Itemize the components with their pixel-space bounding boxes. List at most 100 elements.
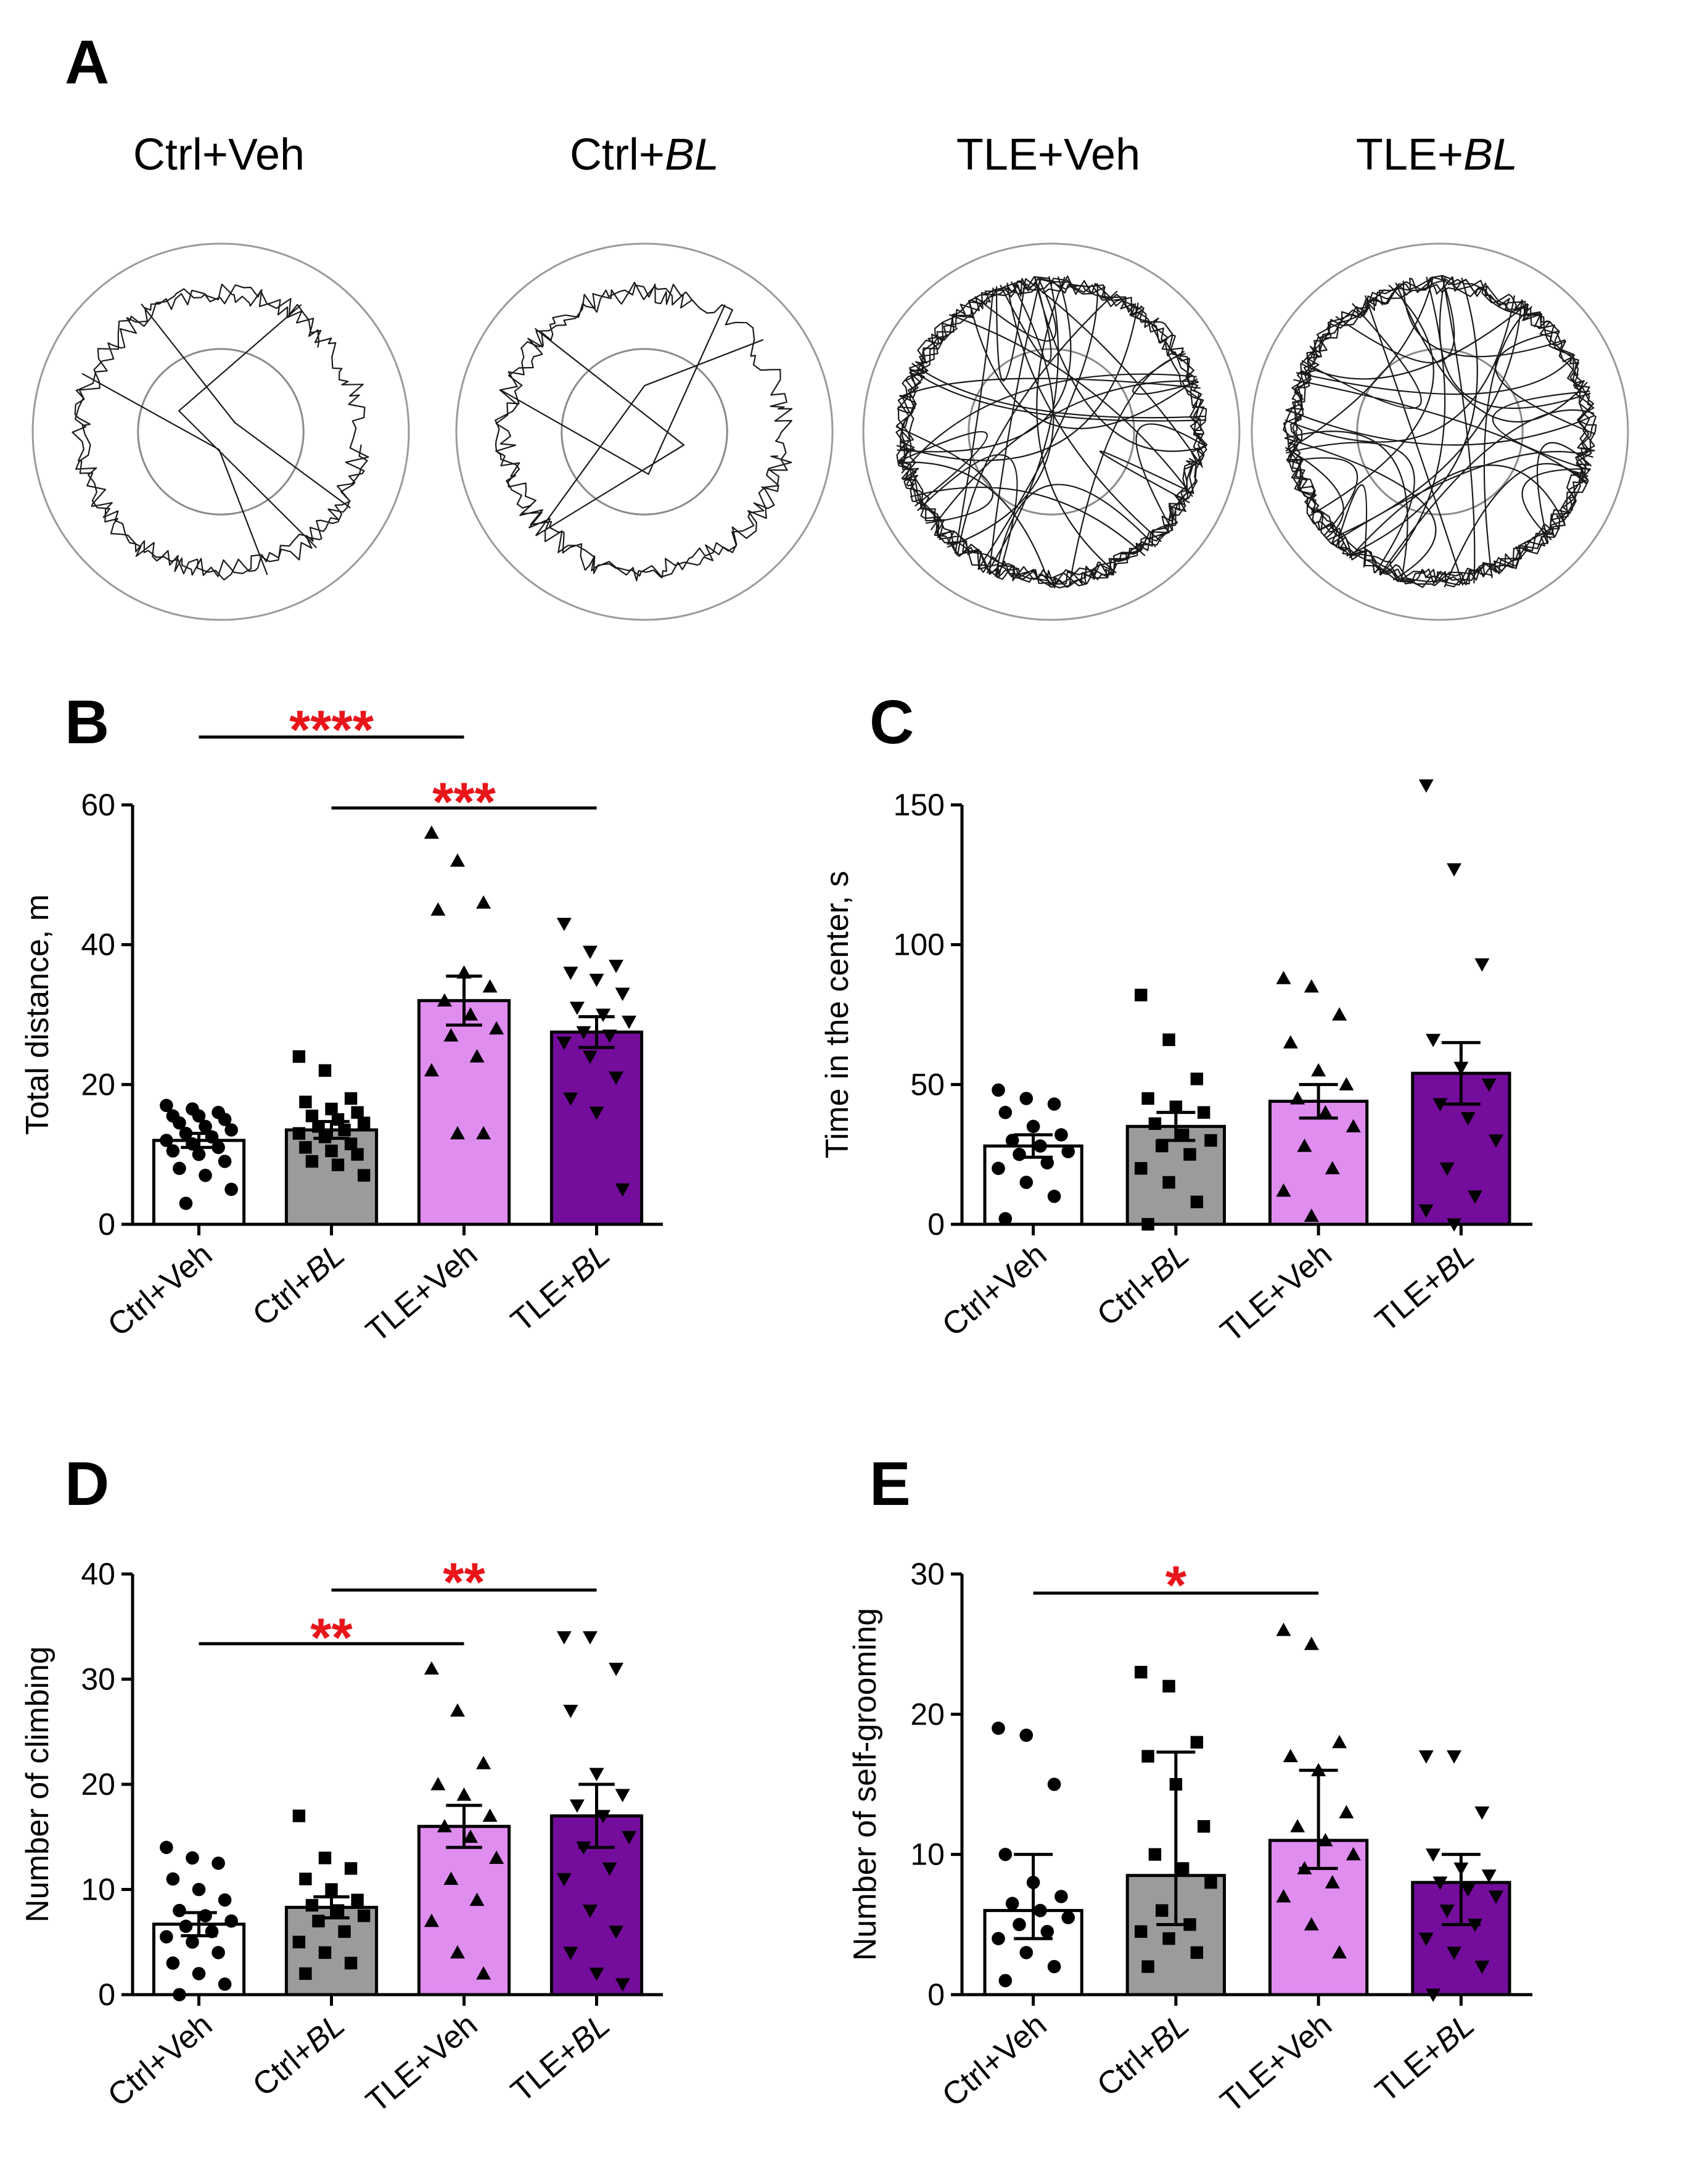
data-point	[1040, 1924, 1054, 1939]
panel-d: D 0 10 20 30 40 Number of climbing Ctrl+Veh Ctrl…	[20, 1449, 663, 2120]
data-point	[589, 1968, 604, 1981]
data-point	[622, 1015, 637, 1029]
error-bar	[1441, 1040, 1481, 1106]
points-ctrl-bl	[292, 1050, 371, 1182]
data-point	[1135, 1162, 1148, 1175]
data-point	[1047, 1097, 1061, 1111]
data-point	[192, 1967, 206, 1980]
y-tick-label: 50	[910, 1067, 945, 1102]
y-tick-label: 10	[910, 1837, 945, 1872]
error-bar	[1299, 1768, 1338, 1870]
data-point	[325, 1883, 338, 1896]
data-point	[1141, 1750, 1154, 1763]
data-point	[1162, 1932, 1175, 1945]
y-tick-label: 0	[927, 1977, 945, 2012]
x-tick-label: Ctrl+BL	[246, 1237, 351, 1333]
points-tle-veh	[1276, 971, 1361, 1222]
data-point	[1190, 1073, 1204, 1086]
bar-tle-veh	[1268, 1100, 1369, 1226]
data-point	[1447, 1947, 1462, 1960]
panel-a-arenas	[31, 242, 1629, 621]
data-point	[489, 1850, 504, 1864]
x-tick-label: Ctrl+Veh	[935, 1237, 1053, 1344]
data-point	[482, 979, 498, 993]
error-bar	[181, 1911, 217, 1938]
data-point	[1481, 1078, 1497, 1092]
data-point	[1332, 1734, 1347, 1749]
points-tle-bl	[556, 1631, 637, 1992]
data-point	[1135, 1665, 1148, 1679]
error-bar	[578, 1782, 615, 1849]
x-tick-label: Ctrl+BL	[1090, 1237, 1196, 1333]
data-point	[1019, 1728, 1034, 1742]
data-point	[576, 1026, 591, 1040]
data-point	[166, 1872, 180, 1886]
y-tick-label: 0	[98, 1977, 115, 2012]
data-point	[1176, 1862, 1190, 1875]
error-bar	[578, 1015, 615, 1049]
data-point	[224, 1182, 238, 1197]
data-point	[1047, 1189, 1061, 1203]
data-point	[430, 1777, 446, 1790]
error-bar	[1014, 1133, 1053, 1159]
y-tick-label: 0	[927, 1207, 945, 1242]
data-point	[582, 1050, 598, 1064]
data-point	[212, 1140, 225, 1155]
data-point	[1204, 1876, 1217, 1889]
data-point	[589, 973, 604, 987]
x-tick-label: TLE+BL	[1369, 2007, 1481, 2109]
data-point	[1169, 1100, 1183, 1113]
data-point	[424, 825, 439, 839]
data-point	[589, 1768, 604, 1781]
data-point	[160, 1098, 173, 1113]
data-point	[192, 1147, 206, 1161]
data-point	[1162, 1176, 1175, 1189]
error-bar	[446, 975, 482, 1027]
data-point	[482, 1808, 498, 1822]
data-point	[463, 1007, 479, 1021]
y-tick-label: 20	[81, 1067, 115, 1102]
data-point	[1183, 1148, 1196, 1161]
data-point	[998, 1212, 1013, 1226]
data-point	[1005, 1897, 1019, 1911]
data-point	[1447, 863, 1462, 877]
points-tle-veh	[424, 1661, 504, 1980]
data-point	[1156, 1139, 1169, 1153]
data-point	[430, 902, 446, 916]
error-bar	[1299, 1082, 1338, 1120]
data-point	[1276, 1622, 1291, 1636]
arena-title-2: Ctrl+BL	[570, 130, 719, 179]
data-point	[1339, 1805, 1354, 1819]
y-tick-label: 30	[910, 1557, 945, 1591]
points-tle-bl	[556, 918, 637, 1197]
data-point	[1488, 1890, 1503, 1904]
y-tick-label: 150	[894, 788, 945, 822]
data-point	[450, 853, 465, 867]
points-ctrl-veh	[992, 1721, 1075, 1988]
data-point	[331, 1158, 345, 1171]
movement-track	[72, 283, 369, 581]
data-point	[1325, 1875, 1340, 1889]
data-point	[1447, 1750, 1462, 1764]
data-point	[582, 1905, 598, 1918]
arena-title-4: TLE+BL	[1356, 130, 1518, 179]
data-point	[1290, 1091, 1305, 1105]
data-point	[192, 1882, 206, 1897]
data-point	[992, 1083, 1005, 1097]
data-point	[615, 1789, 630, 1803]
data-point	[1304, 1636, 1319, 1650]
panel-a: A Ctrl+Veh Ctrl+BL TLE+Veh TLE+BL	[31, 28, 1629, 621]
data-point	[1054, 1128, 1068, 1142]
data-point	[292, 1935, 306, 1948]
data-point	[1141, 1092, 1154, 1105]
x-tick-label: TLE+Veh	[360, 1237, 484, 1350]
error-bar	[1156, 1750, 1196, 1926]
data-point	[1040, 1156, 1054, 1170]
data-point	[344, 1862, 358, 1875]
data-point	[1332, 1945, 1347, 1959]
data-point	[173, 1161, 186, 1176]
y-tick-label: 60	[81, 788, 115, 822]
x-tick-label: Ctrl+Veh	[101, 1237, 219, 1344]
x-tick-label: Ctrl+Veh	[935, 2007, 1053, 2114]
